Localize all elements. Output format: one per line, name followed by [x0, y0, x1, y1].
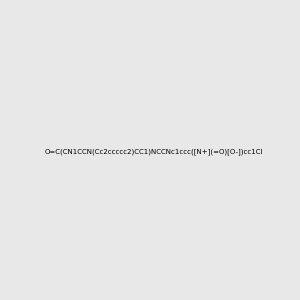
Text: O=C(CN1CCN(Cc2ccccc2)CC1)NCCNc1ccc([N+](=O)[O-])cc1Cl: O=C(CN1CCN(Cc2ccccc2)CC1)NCCNc1ccc([N+](… — [44, 148, 263, 155]
